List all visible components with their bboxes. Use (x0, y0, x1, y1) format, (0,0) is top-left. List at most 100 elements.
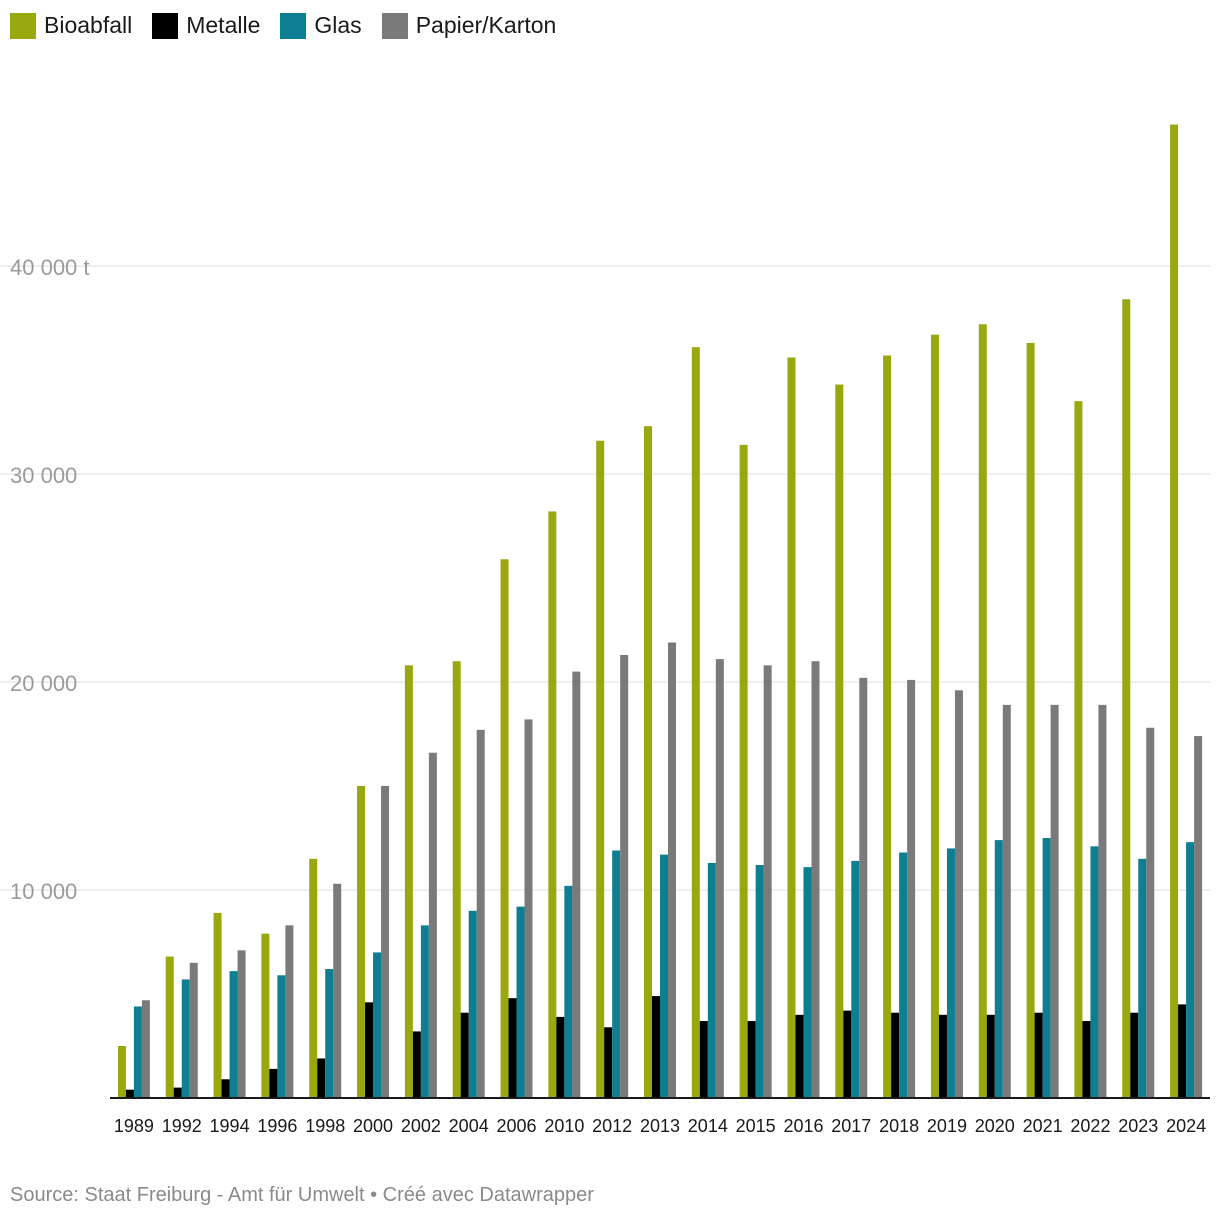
bar-glas-2019 (946, 848, 955, 1098)
x-tick-label: 2012 (592, 1116, 632, 1136)
bar-glas-2004 (468, 910, 477, 1098)
bar-papier-karton-2019 (954, 690, 963, 1098)
bar-bioabfall-2016 (787, 357, 796, 1098)
bar-papier-karton-2013 (668, 642, 676, 1098)
x-tick-label: 2002 (401, 1116, 441, 1136)
bar-papier-karton-2020 (1002, 704, 1011, 1098)
bar-glas-2010 (564, 885, 573, 1098)
bar-glas-2016 (803, 867, 812, 1098)
bar-glas-2014 (707, 862, 716, 1098)
bar-bioabfall-2023 (1122, 299, 1131, 1098)
bar-papier-karton-2022 (1098, 704, 1107, 1098)
bar-bioabfall-2014 (691, 347, 700, 1098)
legend-item-metalle: Metalle (152, 12, 260, 39)
bar-bioabfall-2020 (978, 324, 987, 1098)
x-tick-label: 2014 (688, 1116, 728, 1136)
bar-papier-karton-2021 (1050, 704, 1059, 1098)
bar-bioabfall-2015 (739, 444, 748, 1098)
bar-bioabfall-1992 (165, 956, 174, 1098)
bar-metalle-2018 (891, 1012, 900, 1098)
x-tick-label: 2006 (496, 1116, 536, 1136)
bar-glas-1996 (277, 975, 286, 1098)
x-tick-label: 2000 (353, 1116, 393, 1136)
y-tick-label: 10 000 (10, 879, 77, 904)
bar-glas-2021 (1042, 838, 1051, 1098)
legend-swatch-glas (280, 12, 307, 39)
legend-swatch-papier-karton (381, 12, 408, 39)
bar-metalle-2004 (460, 1012, 469, 1098)
legend-label-bioabfall: Bioabfall (44, 12, 133, 38)
bar-metalle-1994 (221, 1079, 230, 1098)
chart-legend: Bioabfall Metalle Glas Papier/Karton (10, 12, 556, 39)
y-tick-label: 30 000 (10, 463, 77, 488)
x-tick-label: 1998 (305, 1116, 345, 1136)
bar-bioabfall-2004 (452, 661, 461, 1098)
x-tick-label: 1996 (257, 1116, 297, 1136)
bar-metalle-2021 (1034, 1012, 1043, 1098)
bar-metalle-2013 (652, 996, 660, 1098)
legend-item-papier-karton: Papier/Karton (381, 12, 557, 39)
y-tick-label: 40 000 t (10, 255, 90, 280)
bar-papier-karton-2023 (1146, 727, 1155, 1098)
bar-papier-karton-2016 (811, 661, 820, 1098)
bar-papier-karton-1989 (141, 1000, 150, 1098)
bar-metalle-2022 (1082, 1021, 1091, 1098)
bar-papier-karton-2004 (476, 729, 485, 1098)
bar-glas-2012 (612, 850, 621, 1098)
bar-bioabfall-2013 (644, 426, 652, 1098)
bar-glas-2015 (755, 865, 764, 1098)
bar-glas-2018 (899, 852, 908, 1098)
bar-papier-karton-2006 (524, 719, 533, 1098)
legend-label-papier-karton: Papier/Karton (415, 12, 557, 38)
x-tick-label: 2018 (879, 1116, 919, 1136)
bar-metalle-1996 (269, 1068, 278, 1098)
bar-papier-karton-1996 (285, 925, 294, 1098)
x-tick-label: 2017 (831, 1116, 871, 1136)
bar-metalle-2000 (365, 1002, 374, 1098)
x-tick-label: 2013 (640, 1116, 680, 1136)
bar-bioabfall-2006 (500, 559, 509, 1098)
x-tick-label: 2015 (736, 1116, 776, 1136)
x-tick-label: 2020 (975, 1116, 1015, 1136)
bar-glas-2024 (1186, 842, 1195, 1098)
bar-papier-karton-2024 (1194, 736, 1203, 1098)
bar-papier-karton-2002 (428, 752, 437, 1098)
bar-metalle-2016 (795, 1014, 804, 1098)
bar-papier-karton-2010 (572, 671, 581, 1098)
bar-metalle-2024 (1178, 1004, 1187, 1098)
bar-metalle-2002 (412, 1031, 421, 1098)
x-tick-label: 2021 (1023, 1116, 1063, 1136)
bar-metalle-2023 (1130, 1012, 1139, 1098)
bar-glas-2006 (516, 906, 525, 1098)
bar-bioabfall-2019 (930, 334, 939, 1098)
legend-swatch-bioabfall (10, 12, 36, 39)
bar-bioabfall-1998 (309, 858, 318, 1098)
bar-bioabfall-2024 (1170, 124, 1179, 1098)
bar-glas-1989 (133, 1006, 142, 1098)
bar-papier-karton-1992 (189, 962, 198, 1098)
bar-glas-1998 (325, 969, 334, 1098)
x-tick-label: 1994 (210, 1116, 250, 1136)
x-tick-label: 2016 (783, 1116, 823, 1136)
bar-glas-2022 (1090, 846, 1099, 1098)
x-tick-label: 2019 (927, 1116, 967, 1136)
bar-glas-2023 (1138, 858, 1147, 1098)
bar-glas-2002 (420, 925, 429, 1098)
bar-bioabfall-2017 (835, 384, 844, 1098)
bar-papier-karton-2000 (381, 786, 390, 1098)
bar-metalle-2012 (604, 1027, 613, 1098)
bar-metalle-2014 (699, 1021, 708, 1098)
bar-glas-2013 (660, 854, 668, 1098)
bar-bioabfall-1996 (261, 933, 270, 1098)
bar-metalle-2017 (843, 1010, 852, 1098)
bar-glas-2017 (851, 860, 860, 1098)
x-tick-label: 2010 (544, 1116, 584, 1136)
bar-bioabfall-1989 (117, 1046, 126, 1098)
x-tick-label: 2024 (1166, 1116, 1206, 1136)
bar-bioabfall-2002 (404, 665, 413, 1098)
bar-papier-karton-2014 (715, 659, 724, 1098)
bar-papier-karton-2018 (907, 679, 916, 1098)
x-tick-label: 2023 (1118, 1116, 1158, 1136)
bar-glas-1992 (181, 979, 190, 1098)
bar-metalle-1989 (125, 1089, 134, 1098)
